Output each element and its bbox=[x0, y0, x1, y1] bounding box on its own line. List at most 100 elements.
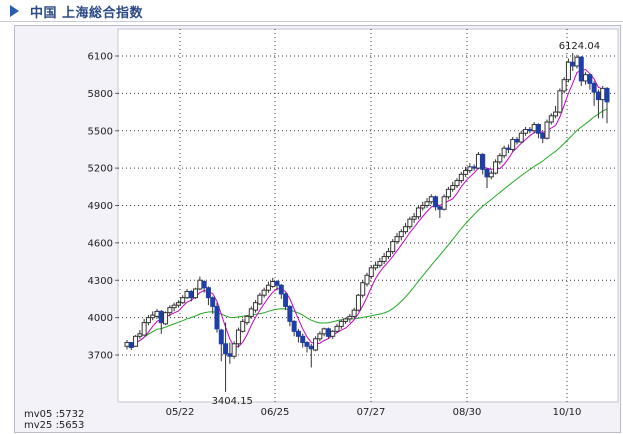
candle-body bbox=[591, 82, 597, 93]
candle bbox=[167, 305, 173, 317]
candle bbox=[454, 178, 460, 189]
candle bbox=[403, 222, 409, 235]
candle bbox=[235, 327, 241, 348]
candle-body bbox=[441, 196, 447, 210]
candle-body bbox=[154, 310, 160, 317]
candle-body bbox=[300, 335, 306, 344]
candle bbox=[604, 87, 610, 124]
candle-body bbox=[480, 153, 486, 170]
candle-body bbox=[231, 343, 237, 357]
candle-body bbox=[253, 302, 259, 311]
candle bbox=[553, 105, 559, 119]
y-tick-label: 5800 bbox=[88, 89, 113, 100]
y-tick-label: 6100 bbox=[88, 52, 113, 63]
candle-body bbox=[193, 288, 199, 299]
y-axis-ticks: 3700 4000 4300 4600 4900 5200 5500 5800 6100 bbox=[88, 52, 118, 362]
candle bbox=[355, 293, 361, 312]
candle bbox=[175, 300, 181, 308]
candle-body bbox=[171, 304, 177, 309]
candle-body bbox=[270, 280, 276, 287]
candle-body bbox=[347, 315, 353, 320]
y-tick-label: 5500 bbox=[88, 126, 113, 137]
chart-header: 中国 上海総合指数 bbox=[0, 0, 623, 22]
candle-body bbox=[240, 320, 246, 332]
candle-body bbox=[505, 147, 511, 150]
candle-body bbox=[355, 294, 361, 311]
candle-body bbox=[420, 205, 426, 209]
candle-body bbox=[227, 353, 233, 357]
candle-body bbox=[218, 329, 224, 345]
candle bbox=[523, 127, 529, 136]
candle bbox=[394, 232, 400, 245]
annotation-high: 6124.04 bbox=[559, 41, 600, 52]
candle-body bbox=[334, 325, 340, 332]
candle-body bbox=[544, 121, 550, 139]
candle bbox=[385, 247, 391, 260]
candle bbox=[278, 283, 284, 299]
candle bbox=[218, 328, 224, 362]
candle-body bbox=[433, 196, 439, 208]
candle-body bbox=[184, 290, 190, 299]
candle-body bbox=[540, 132, 546, 139]
candle bbox=[347, 313, 353, 323]
candle bbox=[240, 318, 246, 333]
candle-body bbox=[587, 74, 593, 84]
candle-body bbox=[274, 280, 280, 286]
candle bbox=[193, 287, 199, 299]
candle-body bbox=[390, 241, 396, 253]
candle bbox=[287, 305, 293, 327]
candle-body bbox=[415, 207, 421, 218]
candle-body bbox=[360, 282, 366, 296]
candle-body bbox=[295, 330, 301, 337]
candle bbox=[300, 333, 306, 348]
y-tick-label: 4300 bbox=[88, 276, 113, 287]
candle bbox=[591, 80, 597, 106]
candle-body bbox=[368, 267, 374, 278]
candle-body bbox=[463, 170, 469, 175]
candle bbox=[398, 229, 404, 241]
y-tick-label: 4000 bbox=[88, 313, 113, 324]
candle-body bbox=[325, 328, 331, 337]
candle-body bbox=[261, 289, 267, 296]
candle bbox=[205, 286, 211, 306]
candle bbox=[467, 163, 473, 174]
mv25-line bbox=[126, 108, 608, 346]
candle-body bbox=[265, 284, 271, 291]
candle-body bbox=[497, 155, 503, 163]
candle-body bbox=[523, 129, 529, 134]
candle-body bbox=[565, 61, 571, 81]
candle bbox=[381, 252, 387, 265]
candle bbox=[548, 113, 554, 125]
x-tick-label: 06/25 bbox=[261, 407, 290, 418]
candle-body bbox=[330, 330, 336, 337]
mv25-path bbox=[126, 108, 608, 346]
candle-body bbox=[283, 293, 289, 307]
candle-body bbox=[518, 132, 524, 143]
candle bbox=[475, 151, 481, 170]
y-tick-label: 3700 bbox=[88, 351, 113, 362]
candle bbox=[445, 186, 451, 200]
candle bbox=[411, 212, 417, 223]
candle bbox=[223, 322, 229, 392]
legend-mv05: mv05 :5732 bbox=[24, 409, 84, 420]
candlestick-chart: 3700 4000 4300 4600 4900 5200 5500 5800 6100 05/… bbox=[24, 28, 619, 431]
candle-body bbox=[424, 201, 430, 206]
candle bbox=[463, 166, 469, 177]
candle bbox=[565, 58, 571, 83]
candle-body bbox=[578, 56, 584, 82]
candle-body bbox=[428, 196, 434, 203]
candle-body bbox=[467, 166, 473, 172]
candle bbox=[291, 320, 297, 337]
candle-body bbox=[553, 111, 559, 117]
candle bbox=[557, 88, 563, 114]
candle bbox=[261, 287, 267, 298]
candle bbox=[253, 300, 259, 313]
candle-body bbox=[158, 310, 164, 324]
candle bbox=[373, 261, 379, 271]
candle-body bbox=[167, 307, 173, 314]
candle bbox=[497, 153, 503, 165]
candle bbox=[420, 201, 426, 211]
candle bbox=[458, 171, 464, 184]
candle bbox=[145, 315, 151, 326]
candle-body bbox=[574, 56, 580, 67]
